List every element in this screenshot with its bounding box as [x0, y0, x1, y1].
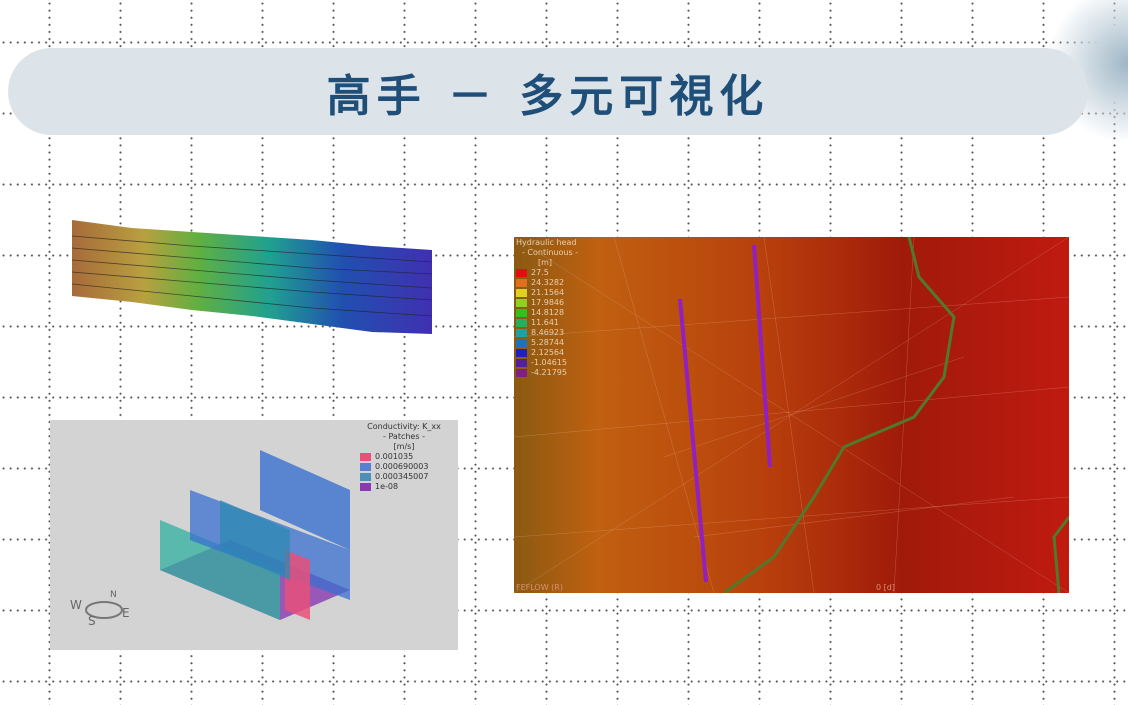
software-label: FEFLOW (R): [516, 583, 563, 592]
legend-label: 2.12564: [531, 348, 565, 357]
legend-label: 0.000690003: [375, 462, 429, 471]
legend-entry: 11.641: [516, 318, 586, 328]
legend-title: Hydraulic head: [516, 238, 577, 247]
legend-label: 21.1564: [531, 288, 565, 297]
legend-mode: - Patches -: [383, 432, 425, 441]
legend-label: 24.3282: [531, 278, 565, 287]
legend-title: Conductivity: K_xx: [367, 422, 441, 431]
legend-entry: 0.001035: [354, 452, 454, 462]
legend-entry: 14.8128: [516, 308, 586, 318]
legend-label: -4.21795: [531, 368, 567, 377]
legend-label: 0.001035: [375, 452, 414, 461]
legend-entry: 17.9846: [516, 298, 586, 308]
legend-entry: 5.28744: [516, 338, 586, 348]
hydraulic-head-3d-view: Hydraulic head - Continuous - [m] 27.5 2…: [514, 237, 1069, 593]
compass-n: N: [110, 590, 117, 600]
conductivity-3d-view: Conductivity: K_xx - Patches - [m/s] 0.0…: [50, 420, 458, 650]
hydraulic-head-legend: Hydraulic head - Continuous - [m] 27.5 2…: [516, 238, 586, 378]
legend-label: 0.000345007: [375, 472, 429, 481]
terrain-graphic: [72, 220, 433, 334]
legend-label: 17.9846: [531, 298, 565, 307]
legend-label: 1e-08: [375, 482, 399, 491]
legend-entry: 2.12564: [516, 348, 586, 358]
legend-entry: 0.000345007: [354, 472, 454, 482]
legend-entry: 21.1564: [516, 288, 586, 298]
legend-entry: -4.21795: [516, 368, 586, 378]
compass-e: E: [122, 606, 130, 620]
legend-label: 8.46923: [531, 328, 565, 337]
legend-unit: [m/s]: [393, 442, 415, 451]
legend-entry: 8.46923: [516, 328, 586, 338]
compass-s: S: [88, 614, 96, 628]
legend-entry: 0.000690003: [354, 462, 454, 472]
title-banner: 高手 － 多元可視化: [8, 48, 1088, 135]
conductivity-legend: Conductivity: K_xx - Patches - [m/s] 0.0…: [354, 422, 454, 492]
mesh-graphic: [514, 237, 1069, 593]
legend-label: 5.28744: [531, 338, 565, 347]
legend-entry: 27.5: [516, 268, 586, 278]
legend-unit: [m]: [538, 258, 553, 267]
fracture-network-graphic: [160, 450, 350, 620]
legend-label: 14.8128: [531, 308, 565, 317]
slide-title: 高手 － 多元可視化: [326, 70, 770, 122]
legend-label: 11.641: [531, 318, 559, 327]
time-label: 0 [d]: [876, 583, 895, 592]
legend-label: 27.5: [531, 268, 549, 277]
compass-w: W: [70, 598, 82, 612]
terrain-cross-section-image: [72, 216, 434, 336]
legend-label: -1.04615: [531, 358, 567, 367]
legend-mode: - Continuous -: [522, 248, 579, 257]
legend-entry: 1e-08: [354, 482, 454, 492]
legend-entry: -1.04615: [516, 358, 586, 368]
legend-entry: 24.3282: [516, 278, 586, 288]
